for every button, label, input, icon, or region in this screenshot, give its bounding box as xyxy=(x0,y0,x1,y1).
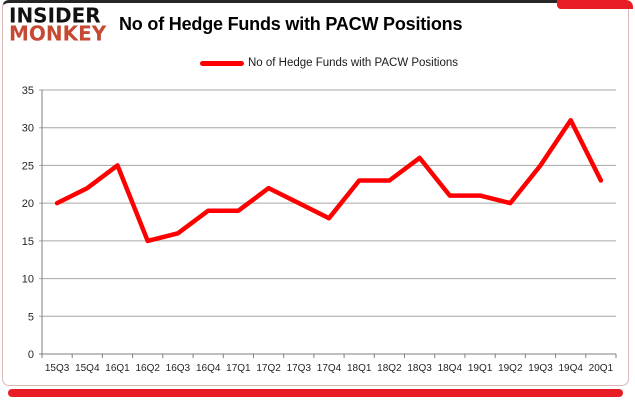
svg-text:17Q2: 17Q2 xyxy=(256,363,281,374)
svg-text:35: 35 xyxy=(22,85,34,97)
svg-text:17Q1: 17Q1 xyxy=(226,363,251,374)
svg-text:15: 15 xyxy=(22,236,34,248)
legend: No of Hedge Funds with PACW Positions xyxy=(42,57,616,69)
insider-monkey-logo: INSIDER MONKEY xyxy=(9,2,107,46)
legend-label: No of Hedge Funds with PACW Positions xyxy=(247,57,459,69)
logo-line1: INSIDER xyxy=(9,2,101,28)
svg-text:15Q3: 15Q3 xyxy=(45,363,70,374)
svg-text:18Q2: 18Q2 xyxy=(377,363,402,374)
svg-text:17Q3: 17Q3 xyxy=(287,363,312,374)
card-bottom-red-bar xyxy=(8,389,623,397)
svg-text:18Q1: 18Q1 xyxy=(347,363,372,374)
svg-text:18Q4: 18Q4 xyxy=(438,363,463,374)
svg-text:19Q2: 19Q2 xyxy=(498,363,523,374)
svg-text:17Q4: 17Q4 xyxy=(317,363,342,374)
svg-text:20Q1: 20Q1 xyxy=(589,363,614,374)
svg-text:10: 10 xyxy=(22,274,34,286)
svg-text:16Q4: 16Q4 xyxy=(196,363,221,374)
red-accent-bar xyxy=(557,0,633,9)
svg-text:20: 20 xyxy=(22,198,34,210)
svg-text:19Q1: 19Q1 xyxy=(468,363,493,374)
svg-text:15Q4: 15Q4 xyxy=(75,363,100,374)
svg-text:19Q4: 19Q4 xyxy=(558,363,583,374)
svg-text:18Q3: 18Q3 xyxy=(407,363,432,374)
svg-text:16Q3: 16Q3 xyxy=(166,363,191,374)
legend-line-swatch xyxy=(199,60,244,66)
chart-card xyxy=(2,0,629,386)
svg-text:30: 30 xyxy=(22,123,34,135)
svg-text:5: 5 xyxy=(28,311,34,323)
svg-text:16Q1: 16Q1 xyxy=(105,363,130,374)
svg-text:19Q3: 19Q3 xyxy=(528,363,553,374)
svg-text:0: 0 xyxy=(28,349,34,361)
svg-text:16Q2: 16Q2 xyxy=(135,363,160,374)
svg-text:25: 25 xyxy=(22,160,34,172)
logo-line2: MONKEY xyxy=(9,20,107,46)
chart-title: No of Hedge Funds with PACW Positions xyxy=(119,14,463,34)
